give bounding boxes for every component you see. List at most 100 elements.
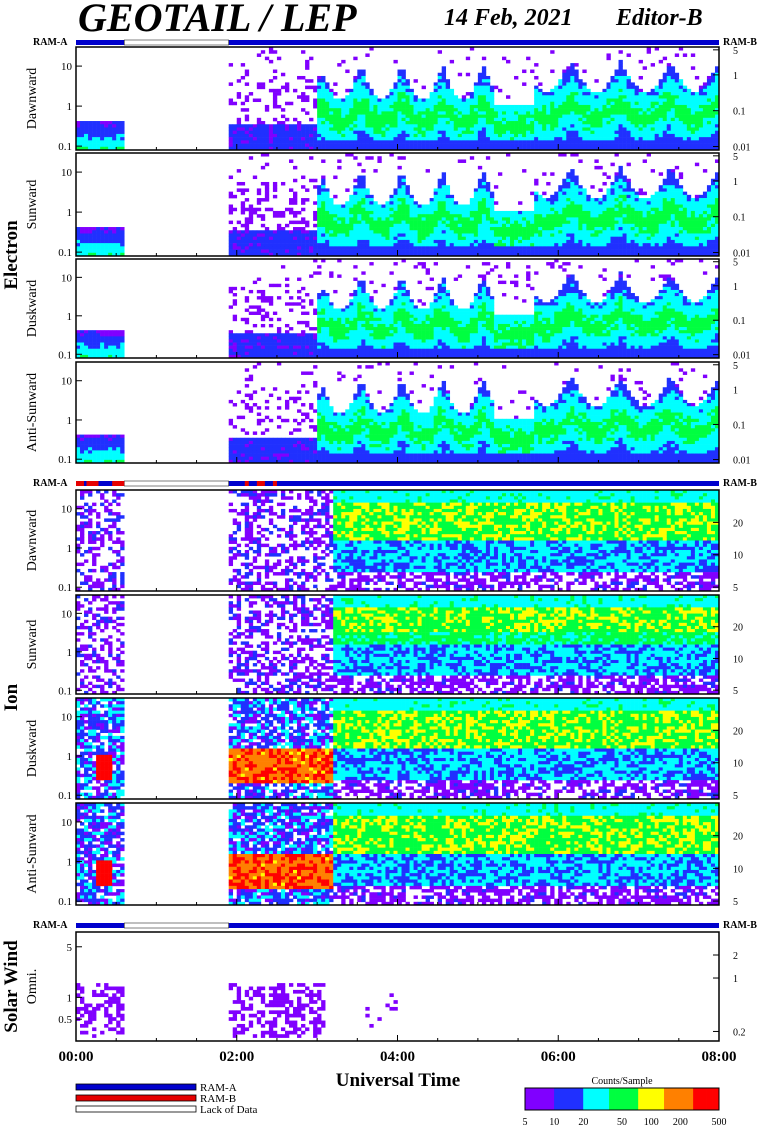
- y-tick-label: 1: [67, 415, 73, 427]
- y2-tick-label: 10: [733, 654, 743, 665]
- colorbar-cell: [634, 1088, 639, 1110]
- legend-label: RAM-B: [200, 1093, 236, 1105]
- group-label: Ion: [1, 683, 22, 711]
- colorbar-cell: [573, 1088, 578, 1110]
- colorbar-cell: [696, 1088, 700, 1110]
- y2-tick-label: 5: [733, 258, 738, 269]
- y-tick-label: 1: [67, 992, 73, 1004]
- y-tick-label: 0.1: [58, 582, 72, 594]
- colorbar-cell: [560, 1088, 565, 1110]
- y2-tick-label: 10: [733, 864, 743, 875]
- colorbar-cell: [528, 1088, 532, 1110]
- panel-direction-label: Dawnward: [25, 510, 40, 571]
- colorbar-cell: [628, 1088, 633, 1110]
- y-tick-label: 0.1: [58, 349, 72, 361]
- y2-tick-label: 0.01: [733, 249, 751, 260]
- colorbar-cell: [699, 1088, 704, 1110]
- x-tick-label: 04:00: [380, 1049, 415, 1065]
- colorbar-cell: [541, 1088, 545, 1110]
- spectrogram-panel: Dawnward 10 1 0.1 5 1 0.1 0.01: [25, 46, 751, 154]
- y2-tick-label: 0.01: [733, 456, 751, 467]
- colorbar-cell: [664, 1088, 668, 1110]
- y-tick-label: 10: [61, 504, 73, 516]
- y-tick-label: 10: [61, 167, 73, 179]
- spectrogram-panel: Omni. 5 1 0.5 2 1 0.2: [25, 931, 746, 1042]
- colorbar-cell: [644, 1088, 649, 1110]
- colorbar-cell: [583, 1088, 587, 1110]
- colorbar-cell: [686, 1088, 691, 1110]
- colorbar-cell: [673, 1088, 678, 1110]
- y2-tick-label: 5: [733, 361, 738, 372]
- colorbar-tick-label: 50: [617, 1117, 627, 1128]
- colorbar-cell: [615, 1088, 620, 1110]
- colorbar-cell: [563, 1088, 568, 1110]
- colorbar-cell: [567, 1088, 571, 1110]
- y2-tick-label: 5: [733, 686, 738, 697]
- panel-direction-label: Duskward: [25, 280, 40, 338]
- y2-tick-label: 1: [733, 71, 738, 82]
- y-tick-label: 1: [67, 311, 73, 323]
- y2-tick-label: 2: [733, 951, 738, 962]
- ram-b-label: RAM-B: [723, 37, 757, 48]
- y2-tick-label: 0.1: [733, 107, 746, 118]
- y2-tick-label: 5: [733, 791, 738, 802]
- colorbar-cell: [631, 1088, 636, 1110]
- y-tick-label: 0.1: [58, 685, 72, 697]
- y2-tick-label: 0.1: [733, 213, 746, 224]
- colorbar-cell: [602, 1088, 607, 1110]
- y-tick-label: 0.5: [58, 1014, 72, 1026]
- colorbar-cell: [654, 1088, 658, 1110]
- y-tick-label: 1: [67, 751, 73, 763]
- y-tick-label: 0.1: [58, 454, 72, 466]
- legend-label: Lack of Data: [200, 1104, 258, 1116]
- colorbar-cell: [609, 1088, 613, 1110]
- y2-tick-label: 0.2: [733, 1027, 746, 1038]
- colorbar-cell: [712, 1088, 717, 1110]
- colorbar-cell: [612, 1088, 616, 1110]
- ram-status-bar: [76, 480, 719, 487]
- colorbar-cell: [550, 1088, 555, 1110]
- ram-status-bar: [76, 922, 719, 929]
- colorbar-cell: [625, 1088, 629, 1110]
- colorbar-tick-label: 10: [549, 1117, 559, 1128]
- y2-tick-label: 5: [733, 897, 738, 908]
- y2-tick-label: 10: [733, 759, 743, 770]
- colorbar-cell: [693, 1088, 697, 1110]
- ram-b-label: RAM-B: [723, 920, 757, 931]
- y2-tick-label: 20: [733, 726, 743, 737]
- colorbar-cell: [647, 1088, 652, 1110]
- y-tick-label: 10: [61, 272, 73, 284]
- legend-swatch: [75, 1083, 197, 1091]
- colorbar-tick-label: 200: [673, 1117, 688, 1128]
- colorbar-cell: [706, 1088, 710, 1110]
- y-tick-label: 1: [67, 101, 73, 113]
- colorbar-tick-label: 20: [578, 1117, 588, 1128]
- x-tick-label: 08:00: [702, 1049, 737, 1065]
- y2-tick-label: 1: [733, 974, 738, 985]
- ram-a-label: RAM-A: [33, 37, 68, 48]
- ram-b-label: RAM-B: [723, 478, 757, 489]
- ram-a-label: RAM-A: [33, 920, 68, 931]
- legend-label: RAM-A: [200, 1082, 237, 1094]
- y2-tick-label: 5: [733, 46, 738, 57]
- colorbar-tick-label: 5: [523, 1117, 528, 1128]
- y2-tick-label: 20: [733, 518, 743, 529]
- colorbar-cell: [579, 1088, 584, 1110]
- colorbar-frame: [524, 1087, 720, 1111]
- y-tick-label: 10: [61, 608, 73, 620]
- colorbar-cell: [596, 1088, 600, 1110]
- colorbar-cell: [709, 1088, 713, 1110]
- colorbar-cell: [605, 1088, 610, 1110]
- legend-swatch: [75, 1105, 197, 1113]
- spectrogram-panel: Sunward 10 1 0.1 5 1 0.1 0.01: [25, 152, 751, 260]
- colorbar-cell: [557, 1088, 561, 1110]
- y2-tick-label: 0.1: [733, 316, 746, 327]
- colorbar-cell: [683, 1088, 688, 1110]
- colorbar-cell: [586, 1088, 591, 1110]
- y-tick-label: 0.1: [58, 141, 72, 153]
- colorbar-cell: [715, 1088, 720, 1110]
- y2-tick-label: 1: [733, 282, 738, 293]
- colorbar-cell: [570, 1088, 574, 1110]
- y-tick-label: 10: [61, 817, 73, 829]
- colorbar-cell: [599, 1088, 603, 1110]
